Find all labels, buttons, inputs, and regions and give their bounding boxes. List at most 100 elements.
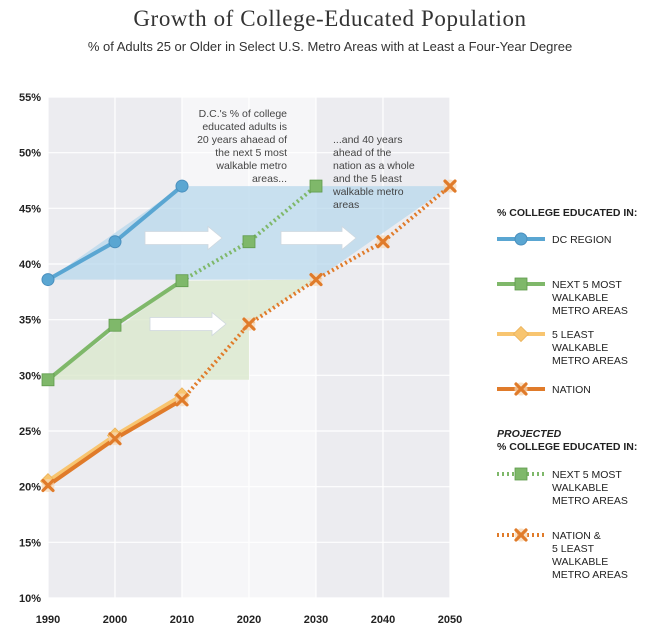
legend-label: 5 LEAST bbox=[552, 329, 595, 341]
y-tick-label: 25% bbox=[19, 426, 41, 438]
y-tick-label: 30% bbox=[19, 370, 41, 382]
x-tick-label: 2030 bbox=[304, 614, 328, 626]
legend-label: DC REGION bbox=[552, 234, 612, 246]
legend-label: NATION & bbox=[552, 530, 601, 542]
series-dc-region bbox=[41, 179, 189, 287]
annotation-line: walkable metro bbox=[215, 160, 287, 172]
x-tick-label: 2020 bbox=[237, 614, 261, 626]
annotation-line: areas... bbox=[252, 173, 287, 185]
y-tick-label: 20% bbox=[19, 482, 41, 494]
y-tick-label: 35% bbox=[19, 315, 41, 327]
marker-stroke bbox=[376, 235, 390, 249]
x-tick-label: 2050 bbox=[438, 614, 462, 626]
series-line bbox=[180, 184, 318, 283]
legend-swatch-marker bbox=[512, 325, 530, 343]
data-point bbox=[376, 235, 390, 249]
legend-label: METRO AREAS bbox=[552, 355, 628, 367]
legend-entry-1: DC REGION bbox=[497, 232, 612, 246]
marker-stroke bbox=[242, 317, 256, 331]
chart-subtitle: % of Adults 25 or Older in Select U.S. M… bbox=[87, 39, 573, 54]
data-point bbox=[175, 179, 189, 193]
marker-stroke bbox=[41, 478, 55, 493]
marker-stroke bbox=[175, 393, 189, 407]
x-tick-label: 2010 bbox=[170, 614, 194, 626]
annotation-line: D.C.'s % of college bbox=[199, 108, 288, 120]
y-tick-label: 40% bbox=[19, 259, 41, 271]
annotation-line: nation as a whole bbox=[333, 160, 415, 172]
series-projected-nation-5-least-walkable-metro-areas bbox=[180, 179, 457, 402]
data-point bbox=[242, 235, 256, 249]
annotation-line: educated adults is bbox=[202, 121, 287, 133]
legend-swatch-marker bbox=[514, 277, 528, 291]
y-axis-ticks: 55% 50% 45% 40% 35% 30% 25% 20% 15% 10% bbox=[19, 92, 41, 605]
legend-swatch-marker bbox=[514, 382, 528, 396]
legend-heading: % COLLEGE EDUCATED IN: bbox=[497, 207, 637, 219]
data-point bbox=[41, 478, 55, 493]
legend-label: NATION bbox=[552, 384, 591, 396]
legend-label: WALKABLE bbox=[552, 342, 608, 354]
x-tick-label: 2040 bbox=[371, 614, 395, 626]
legend-entry-4: NATION bbox=[497, 382, 591, 396]
y-tick-label: 45% bbox=[19, 203, 41, 215]
annotation-line: 20 years ahaead of bbox=[197, 134, 287, 146]
legend-label: METRO AREAS bbox=[552, 495, 628, 507]
data-point bbox=[443, 179, 457, 193]
legend-swatch-marker bbox=[514, 528, 528, 542]
annotation-line: ahead of the bbox=[333, 147, 392, 159]
legend-label: METRO AREAS bbox=[552, 569, 628, 581]
series-nation bbox=[41, 393, 189, 493]
y-tick-label: 10% bbox=[19, 593, 41, 605]
legend-swatch-marker bbox=[514, 232, 528, 246]
data-point bbox=[108, 318, 122, 332]
x-axis-ticks: 1990 2000 2010 2020 2030 2040 2050 bbox=[36, 614, 462, 626]
legend-projected-subheading: % COLLEGE EDUCATED IN: bbox=[497, 441, 637, 453]
legend-label: NEXT 5 MOST bbox=[552, 469, 622, 481]
blue-gap-area bbox=[48, 186, 450, 280]
legend: % COLLEGE EDUCATED IN: DC REGION NEXT 5 MO… bbox=[497, 207, 637, 581]
annotation-line: and the 5 least bbox=[333, 173, 402, 185]
arrow-dc bbox=[144, 225, 223, 251]
arrow-dc-2 bbox=[280, 225, 357, 251]
arrow-walkable bbox=[149, 311, 227, 337]
legend-label: 5 LEAST bbox=[552, 543, 595, 555]
x-tick-label: 1990 bbox=[36, 614, 60, 626]
chart-title: Growth of College-Educated Population bbox=[133, 6, 527, 31]
y-tick-label: 55% bbox=[19, 92, 41, 104]
x-tick-label: 2000 bbox=[103, 614, 127, 626]
marker-stroke bbox=[514, 528, 528, 542]
legend-label: NEXT 5 MOST bbox=[552, 279, 622, 291]
legend-label: WALKABLE bbox=[552, 292, 608, 304]
legend-label: WALKABLE bbox=[552, 482, 608, 494]
data-point bbox=[41, 273, 55, 287]
data-point bbox=[309, 179, 323, 193]
data-point bbox=[242, 317, 256, 331]
annotation-line: the next 5 most bbox=[215, 147, 287, 159]
data-point bbox=[309, 272, 323, 287]
data-point bbox=[41, 373, 55, 387]
annotation-line: areas bbox=[333, 199, 359, 211]
legend-label: METRO AREAS bbox=[552, 305, 628, 317]
annotation-line: ...and 40 years bbox=[333, 134, 402, 146]
annotation-line: walkable metro bbox=[332, 186, 404, 198]
data-point bbox=[108, 432, 122, 446]
series-projected-next-5-most-walkable-metro-areas bbox=[180, 179, 323, 283]
data-point bbox=[175, 393, 189, 407]
series-next-5-most-walkable-metro-areas bbox=[41, 274, 189, 387]
marker-stroke bbox=[514, 382, 528, 396]
marker-stroke bbox=[443, 179, 457, 193]
legend-label: WALKABLE bbox=[552, 556, 608, 568]
marker-stroke bbox=[309, 272, 323, 287]
legend-swatch-marker bbox=[514, 467, 528, 481]
data-point bbox=[175, 274, 189, 288]
marker-stroke bbox=[108, 432, 122, 446]
y-tick-label: 50% bbox=[19, 148, 41, 160]
data-point bbox=[108, 235, 122, 249]
legend-projected-heading: PROJECTED bbox=[497, 428, 562, 440]
